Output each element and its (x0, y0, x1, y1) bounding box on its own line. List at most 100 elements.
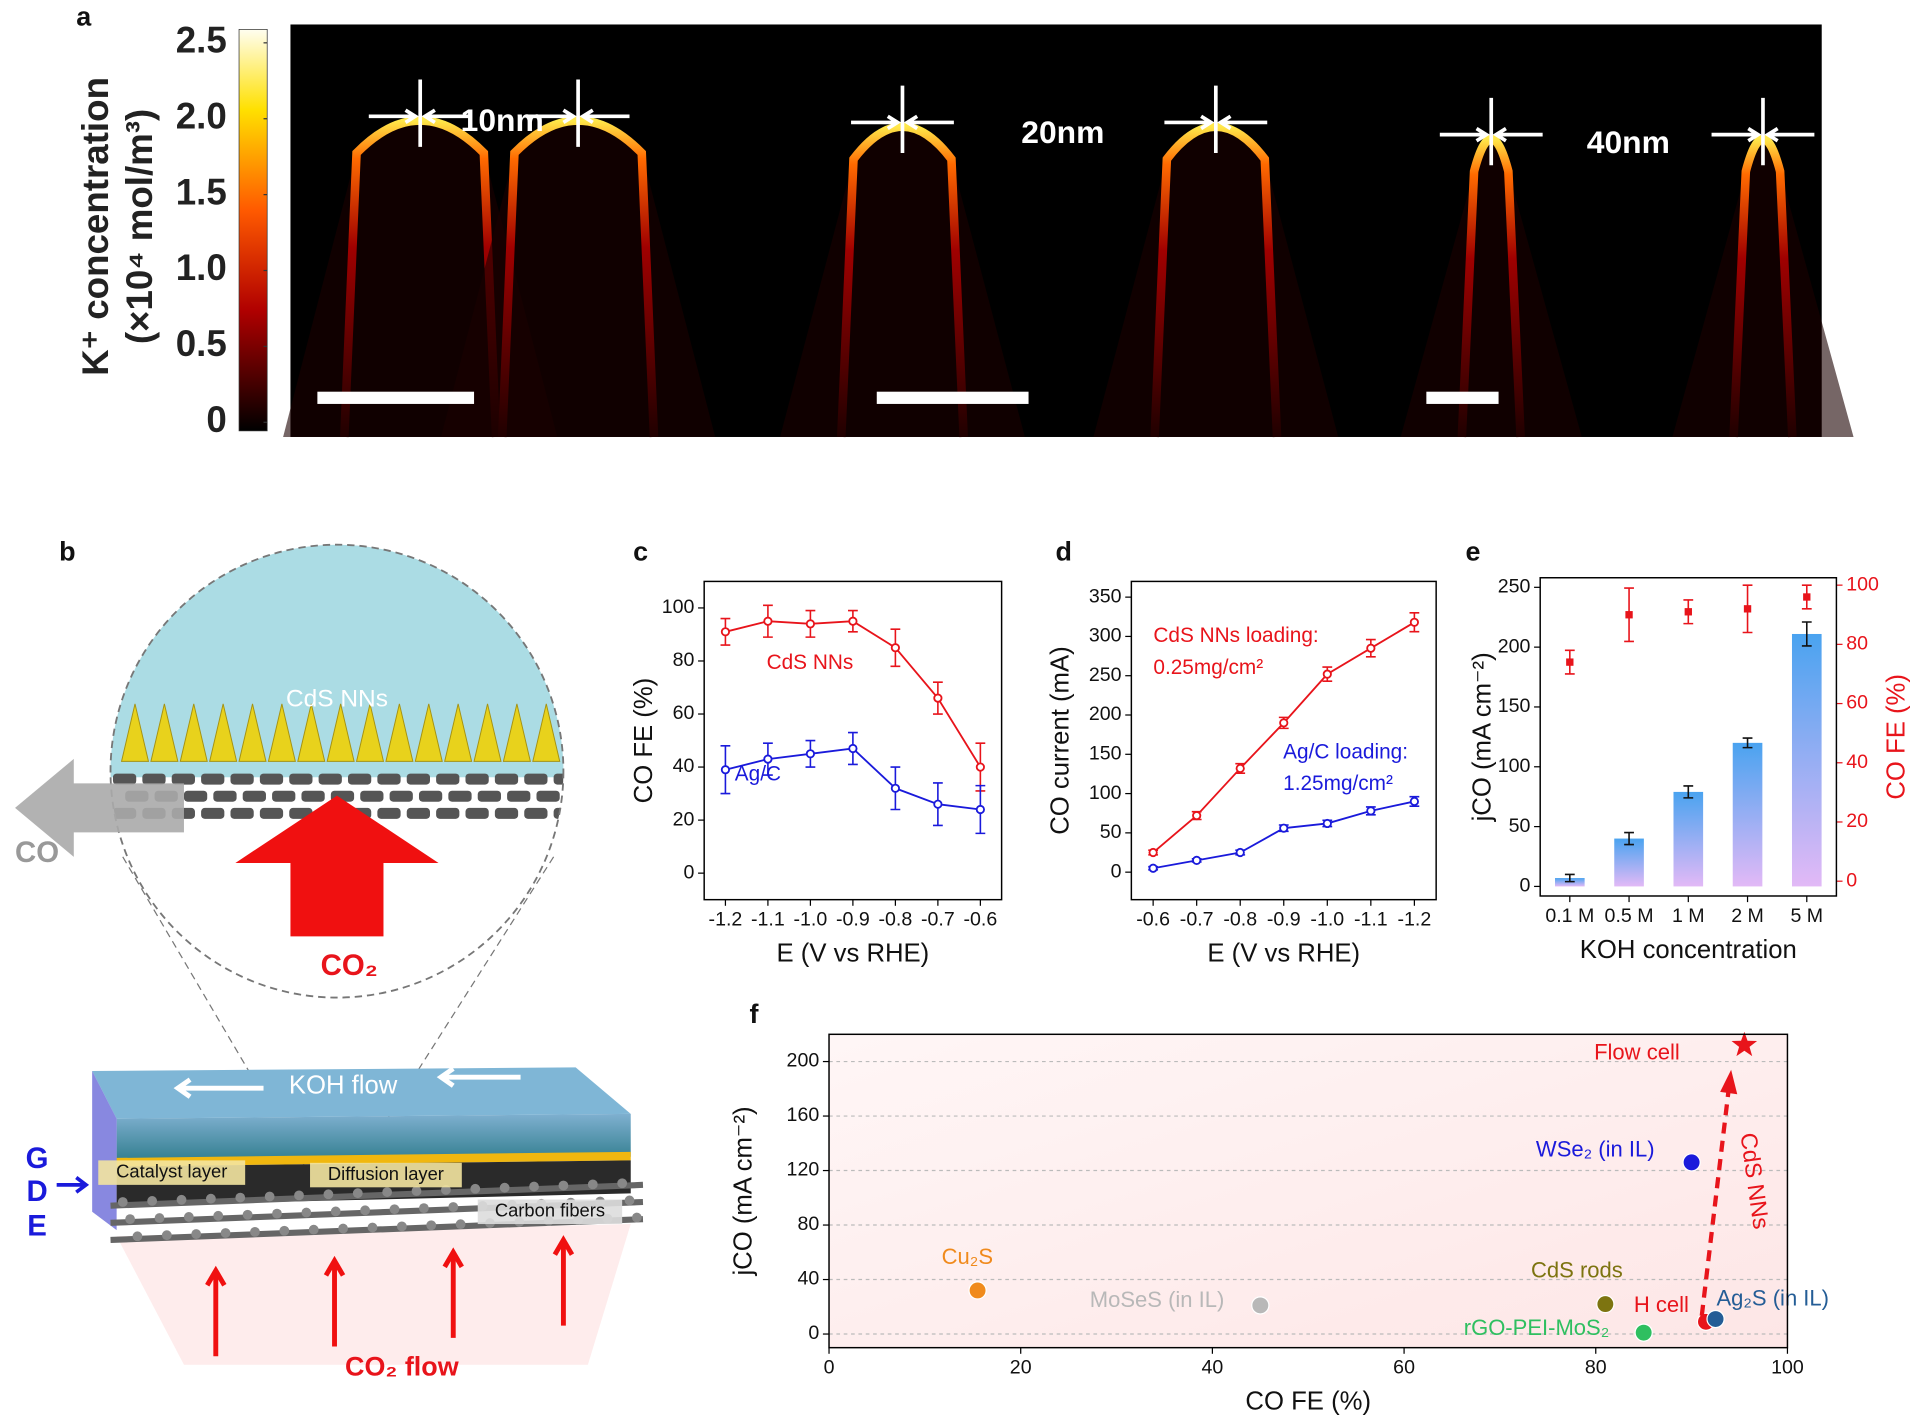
bar (1614, 838, 1644, 887)
bar (1673, 791, 1704, 887)
plot-frame (1130, 580, 1437, 901)
data-point (1366, 643, 1376, 653)
fiber-node (132, 1231, 143, 1242)
gde-letter: E (27, 1209, 47, 1242)
x-tick-label: -0.8 (1223, 909, 1257, 931)
colorbar-tick-label: 1.5 (176, 171, 227, 212)
fiber-node (617, 1178, 628, 1189)
x-tick-label: -1.0 (794, 909, 828, 931)
data-point (1743, 605, 1752, 613)
data-point (720, 765, 731, 775)
data-point (1409, 617, 1419, 627)
plot-frame (828, 1033, 1789, 1349)
diffusion-grain (406, 773, 430, 785)
colorbar-tick-label: 1.0 (176, 247, 227, 288)
nanoneedle (532, 703, 561, 762)
feed-arrow (323, 1255, 346, 1347)
diffusion-grain (318, 773, 342, 785)
y-tick-label: 150 (1089, 742, 1122, 764)
x-tick-label: 1 M (1672, 905, 1705, 927)
x-tick-label: 40 (1202, 1357, 1224, 1379)
nanoneedle (355, 703, 385, 762)
tip-arrow (526, 108, 630, 124)
data-point (1279, 718, 1289, 728)
fiber-node (272, 1208, 282, 1219)
x-tick-label: 100 (1771, 1357, 1804, 1379)
layer-tag (98, 1160, 246, 1185)
y-axis-label: jCO (mA cm⁻²) (1469, 652, 1497, 822)
y2-tick-label: 40 (1846, 751, 1868, 773)
diffusion-grain (259, 807, 284, 819)
series-label: Ag/C loading: (1283, 740, 1408, 763)
fiber-node (301, 1207, 312, 1218)
x-tick-label: -0.6 (963, 909, 997, 931)
fiber-node (455, 1219, 466, 1230)
diffusion-grain (230, 807, 254, 819)
fiber-node (154, 1213, 165, 1223)
product-label: CO (15, 836, 59, 869)
y-tick-label: 200 (787, 1050, 820, 1072)
gde-letter: G (26, 1142, 49, 1175)
diffusion-grain (377, 773, 401, 785)
layer-label: Catalyst layer (116, 1160, 227, 1181)
flow-label: KOH flow (289, 1072, 398, 1100)
data-point (1366, 806, 1376, 816)
data-point (763, 754, 773, 764)
layer-tag (477, 1199, 623, 1225)
y-tick-label: 0 (683, 861, 694, 883)
diffusion-grain (536, 790, 560, 802)
nanoneedle (502, 703, 531, 762)
data-point (1706, 1309, 1725, 1329)
feed-arrow (552, 1235, 575, 1326)
y-tick-label: 0 (1520, 875, 1531, 897)
diffusion-grain (436, 807, 460, 819)
x-tick-label: 0 (824, 1357, 835, 1379)
data-point (1684, 608, 1692, 616)
diffusion-grain (494, 807, 519, 819)
fiber-node (352, 1188, 363, 1199)
fiber-node (294, 1190, 304, 1201)
panel-label: b (59, 536, 75, 566)
scale-bar (876, 391, 1029, 404)
x-tick-label: 2 M (1731, 905, 1764, 927)
data-point (1192, 855, 1202, 865)
data-point (1634, 1323, 1653, 1342)
x-tick-label: 5 M (1790, 905, 1823, 927)
fiber-node (220, 1228, 231, 1238)
x-axis-label: KOH concentration (1580, 936, 1797, 964)
diffusion-grain (112, 773, 137, 785)
point-label: WSe₂ (in IL) (1536, 1136, 1655, 1161)
x-tick-label: -0.9 (1267, 909, 1301, 931)
fiber-node (448, 1202, 459, 1212)
fiber-node (176, 1194, 187, 1205)
diffusion-grain (272, 790, 296, 802)
data-point (1625, 611, 1633, 619)
point-label: CdS rods (1531, 1258, 1623, 1283)
colorbar-tick-label: 0.5 (176, 323, 227, 364)
error-bar (1564, 873, 1575, 883)
fiber-node (587, 1179, 598, 1190)
x-tick-label: -1.2 (709, 909, 743, 931)
x-tick-label: 0.5 M (1605, 905, 1654, 927)
fiber-node (117, 1197, 128, 1207)
diffusion-grain (230, 773, 254, 785)
cone-field (1400, 138, 1582, 437)
nanoneedle (179, 703, 208, 762)
diffusion-grain (347, 773, 372, 785)
y-tick-label: 200 (1498, 635, 1531, 657)
fiber-node (308, 1224, 319, 1235)
data-point (1235, 847, 1245, 858)
scale-bar (1426, 391, 1499, 404)
fiber-node (242, 1209, 253, 1220)
fiber-node (205, 1193, 216, 1204)
x-tick-label: -0.7 (1180, 909, 1214, 931)
nanoneedle (385, 703, 414, 762)
diffusion-grain (171, 773, 195, 785)
data-point (968, 1281, 987, 1300)
nanoneedle (238, 703, 267, 762)
zoom-view (110, 544, 564, 819)
y2-tick-label: 0 (1846, 869, 1857, 891)
gde-arrow (56, 1176, 90, 1194)
product-arrow (15, 758, 184, 857)
